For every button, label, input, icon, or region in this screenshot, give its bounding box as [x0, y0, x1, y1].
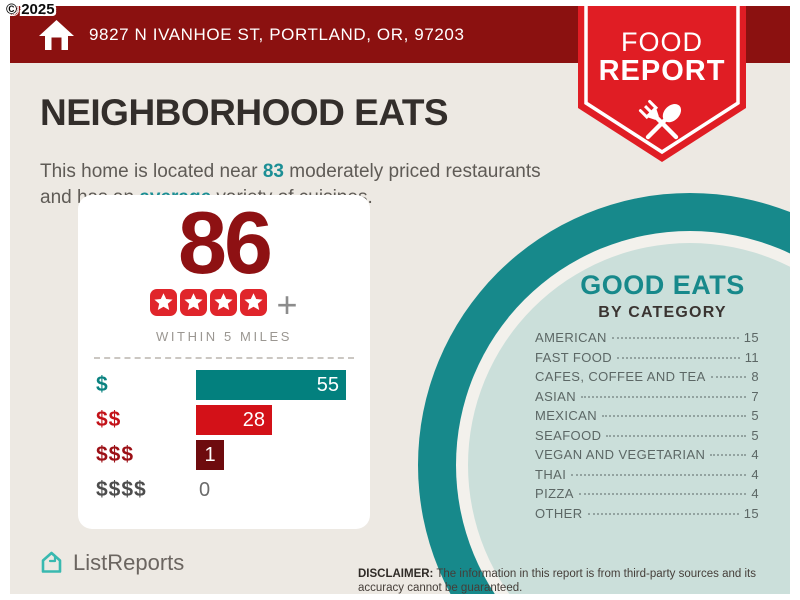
- category-count: 5: [751, 427, 759, 443]
- property-address: 9827 N IVANHOE ST, PORTLAND, OR, 97203: [89, 24, 465, 44]
- listreports-logo: ListReports: [38, 549, 184, 576]
- good-eats-title: GOOD EATS: [580, 270, 745, 300]
- report-canvas: 9827 N IVANHOE ST, PORTLAND, OR, 97203: [10, 6, 790, 594]
- price-tier-bar: 28: [196, 405, 272, 436]
- price-tier-row: $$ 28: [96, 403, 354, 438]
- brand-name: ListReports: [73, 549, 185, 575]
- category-row: SEAFOOD 5: [535, 428, 759, 448]
- category-count: 11: [744, 349, 759, 365]
- utensils-icon: [638, 99, 682, 140]
- food-report-badge: FOOD REPORT: [578, 6, 746, 164]
- category-row: OTHER 15: [535, 506, 759, 526]
- good-eats-heading: GOOD EATS BY CATEGORY: [540, 270, 785, 322]
- price-chart: $55 $$ 28 $$$ 1 $$$$ 0: [78, 368, 370, 508]
- price-tier-label: $: [96, 373, 109, 397]
- star-icon: [180, 288, 208, 321]
- category-label: SEAFOOD: [535, 427, 602, 443]
- subtitle-pre: This home is located near: [40, 161, 263, 182]
- price-tier-bar: 55: [196, 370, 346, 401]
- category-label: MEXICAN: [535, 408, 598, 423]
- category-count: 8: [751, 369, 759, 384]
- rating-plus: +: [276, 283, 298, 325]
- home-icon: [39, 20, 74, 50]
- category-row: FAST FOOD 11: [535, 350, 759, 370]
- star-icon: [150, 288, 178, 321]
- category-count: 4: [751, 466, 759, 482]
- dotted-leader: [587, 512, 739, 515]
- category-label: ASIAN: [535, 388, 577, 404]
- star-icon: [240, 288, 268, 321]
- dotted-leader: [606, 434, 747, 437]
- price-tier-value: 0: [199, 478, 211, 501]
- price-tier-row: $$$$ 0: [96, 473, 354, 508]
- disclaimer-text: The information in this report is from t…: [358, 567, 756, 595]
- category-row: CAFES, COFFEE AND TEA 8: [535, 369, 759, 389]
- price-tier-label: $$: [96, 408, 122, 432]
- score-caption: WITHIN 5 MILES: [155, 328, 293, 344]
- dotted-leader: [710, 376, 747, 378]
- good-eats-subtitle: BY CATEGORY: [598, 304, 727, 321]
- copyright: © 2025: [6, 1, 55, 18]
- price-tier-value: 28: [242, 408, 265, 431]
- dotted-leader: [611, 337, 739, 339]
- price-tier-label: $$$$: [96, 478, 147, 502]
- category-label: VEGAN AND VEGETARIAN: [535, 447, 706, 462]
- disclaimer-label: DISCLAIMER:: [358, 567, 434, 580]
- star-icon: [210, 288, 238, 321]
- category-count: 7: [751, 388, 759, 404]
- badge-text: FOOD REPORT: [578, 28, 746, 87]
- dashed-divider: [94, 356, 354, 359]
- subtitle: This home is located near 83 moderately …: [40, 159, 568, 210]
- category-count: 4: [751, 486, 759, 501]
- category-row: THAI 4: [535, 467, 759, 487]
- price-tier-value: 1: [204, 443, 216, 466]
- restaurant-score: 86: [178, 193, 273, 292]
- bar-zone: 0: [196, 479, 354, 502]
- badge-line2: REPORT: [598, 55, 726, 88]
- ribbon-shape: [578, 6, 746, 162]
- rating-stars: +: [78, 283, 370, 325]
- category-label: FAST FOOD: [535, 349, 613, 365]
- score-card: 86 + WITHIN 5 MILES $55 $$ 28 $$$ 1 $$$$ 0: [78, 195, 370, 529]
- page-title: NEIGHBORHOOD EATS: [40, 92, 449, 133]
- category-count: 5: [751, 408, 759, 423]
- category-row: MEXICAN 5: [535, 408, 759, 428]
- bar-zone: 55: [196, 370, 354, 401]
- bar-zone: 28: [196, 405, 354, 436]
- category-list: AMERICAN 15 FAST FOOD 11 CAFES, COFFEE AND T…: [535, 330, 759, 525]
- category-count: 15: [743, 330, 759, 345]
- dotted-leader: [710, 454, 747, 456]
- dotted-leader: [578, 493, 747, 495]
- category-label: THAI: [535, 466, 567, 482]
- dotted-leader: [581, 395, 747, 398]
- price-tier-label: $$$: [96, 443, 135, 467]
- price-tier-row: $55: [96, 368, 354, 403]
- dotted-leader: [571, 473, 747, 476]
- dotted-leader: [617, 356, 740, 359]
- category-label: PIZZA: [535, 486, 574, 501]
- category-count: 4: [751, 447, 759, 462]
- badge-line1: FOOD: [621, 27, 703, 57]
- category-row: PIZZA 4: [535, 486, 759, 506]
- restaurant-count: 83: [262, 161, 284, 182]
- price-tier-value: 55: [316, 373, 339, 396]
- price-tier-row: $$$ 1: [96, 438, 354, 473]
- bar-zone: 1: [196, 440, 354, 471]
- category-label: CAFES, COFFEE AND TEA: [535, 369, 706, 384]
- listreports-house-icon: [41, 551, 62, 573]
- category-count: 15: [743, 505, 759, 521]
- disclaimer: DISCLAIMER: The information in this repo…: [358, 567, 782, 595]
- category-label: AMERICAN: [535, 330, 607, 345]
- category-row: AMERICAN 15: [535, 330, 759, 350]
- category-row: VEGAN AND VEGETARIAN 4: [535, 447, 759, 467]
- price-tier-bar: 1: [196, 440, 224, 471]
- category-label: OTHER: [535, 505, 583, 521]
- dotted-leader: [602, 415, 747, 417]
- category-row: ASIAN 7: [535, 389, 759, 409]
